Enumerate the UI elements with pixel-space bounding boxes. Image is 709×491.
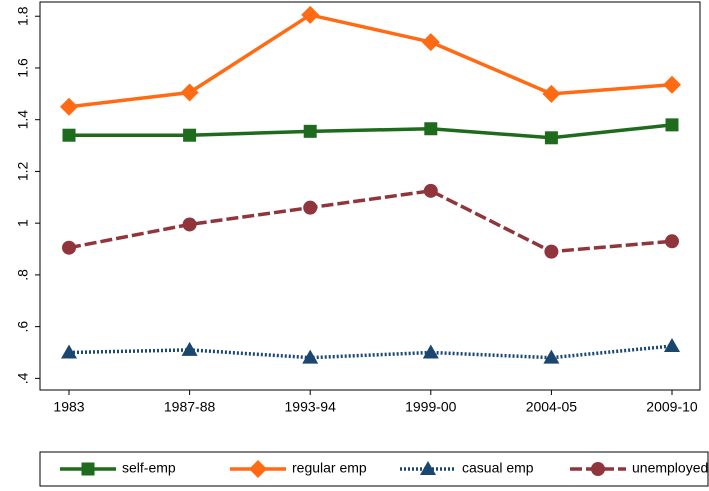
- series-line: [69, 123, 673, 140]
- y-tick-label: 1.4: [15, 110, 31, 130]
- y-tick-label: 1.8: [15, 6, 31, 26]
- legend-label: self-emp: [122, 460, 176, 476]
- x-tick-label: 2004-05: [526, 399, 578, 415]
- marker: [420, 461, 436, 475]
- marker: [542, 84, 561, 103]
- marker: [424, 122, 438, 136]
- marker: [302, 349, 319, 364]
- series-line: [68, 189, 673, 254]
- marker: [303, 200, 318, 215]
- marker: [182, 217, 197, 232]
- marker: [543, 349, 560, 364]
- plot-frame: [39, 1, 701, 391]
- x-tick-label: 1987-88: [164, 399, 216, 415]
- marker: [423, 183, 438, 198]
- marker: [664, 338, 680, 353]
- marker: [249, 460, 267, 478]
- y-tick-label: .4: [15, 372, 31, 384]
- legend-label: regular emp: [292, 460, 367, 476]
- marker: [544, 244, 559, 259]
- marker: [544, 131, 558, 145]
- marker: [665, 118, 679, 132]
- x-tick-label: 1993-94: [285, 399, 337, 415]
- series-line: [68, 13, 673, 109]
- series-line: [68, 344, 673, 360]
- y-tick-label: 1: [15, 219, 31, 227]
- marker: [61, 344, 77, 359]
- legend-label: unemployed: [632, 460, 708, 476]
- marker: [181, 341, 198, 356]
- marker: [62, 128, 76, 142]
- marker: [183, 128, 197, 142]
- y-tick-label: .6: [15, 321, 31, 333]
- legend-label: casual emp: [462, 460, 534, 476]
- marker: [421, 33, 440, 52]
- marker: [422, 344, 439, 359]
- marker: [303, 124, 317, 138]
- marker: [301, 5, 320, 24]
- x-tick-label: 1983: [53, 399, 84, 415]
- marker: [60, 97, 78, 116]
- y-tick-label: 1.2: [15, 161, 31, 181]
- marker: [663, 75, 681, 94]
- marker: [665, 234, 679, 249]
- marker: [591, 462, 605, 476]
- x-tick-label: 2009-10: [646, 399, 698, 415]
- marker: [62, 240, 76, 255]
- marker: [180, 83, 199, 102]
- marker: [81, 462, 95, 476]
- y-tick-label: .8: [15, 269, 31, 281]
- y-tick-label: 1.6: [15, 58, 31, 78]
- x-tick-label: 1999-00: [405, 399, 457, 415]
